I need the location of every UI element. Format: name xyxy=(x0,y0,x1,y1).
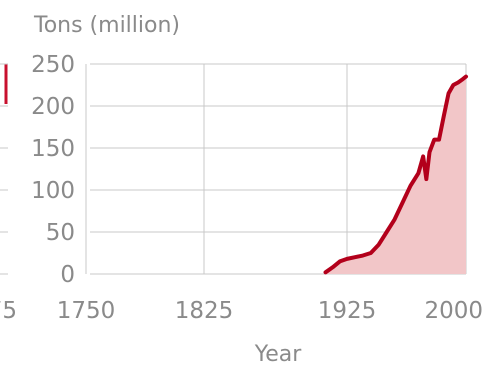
y-axis-title: Tons (million) xyxy=(33,13,180,38)
y-tick-label: 200 xyxy=(31,94,75,120)
left-clip-area xyxy=(0,58,9,274)
y-tick-label: 0 xyxy=(60,262,75,288)
x-tick-label: 1925 xyxy=(318,298,377,324)
x-tick-label: 2000 xyxy=(424,298,483,324)
x-tick-labels: 1675 1750 1825 1925 2000 xyxy=(0,298,483,324)
y-tick-label: 100 xyxy=(31,178,75,204)
series-area xyxy=(325,76,466,274)
x-tick-label: 1675 xyxy=(0,298,17,324)
series-area-fill xyxy=(325,76,466,274)
y-tick-label: 250 xyxy=(31,52,75,78)
y-tick-label: 50 xyxy=(46,220,75,246)
x-tick-label: 1750 xyxy=(57,298,116,324)
x-tick-label: 1825 xyxy=(175,298,234,324)
y-tick-label: 150 xyxy=(31,136,75,162)
x-axis-title: Year xyxy=(254,342,303,367)
y-tick-labels: 0 50 100 150 200 250 xyxy=(0,52,75,288)
series-line xyxy=(323,74,468,275)
series-line-path xyxy=(323,74,468,275)
